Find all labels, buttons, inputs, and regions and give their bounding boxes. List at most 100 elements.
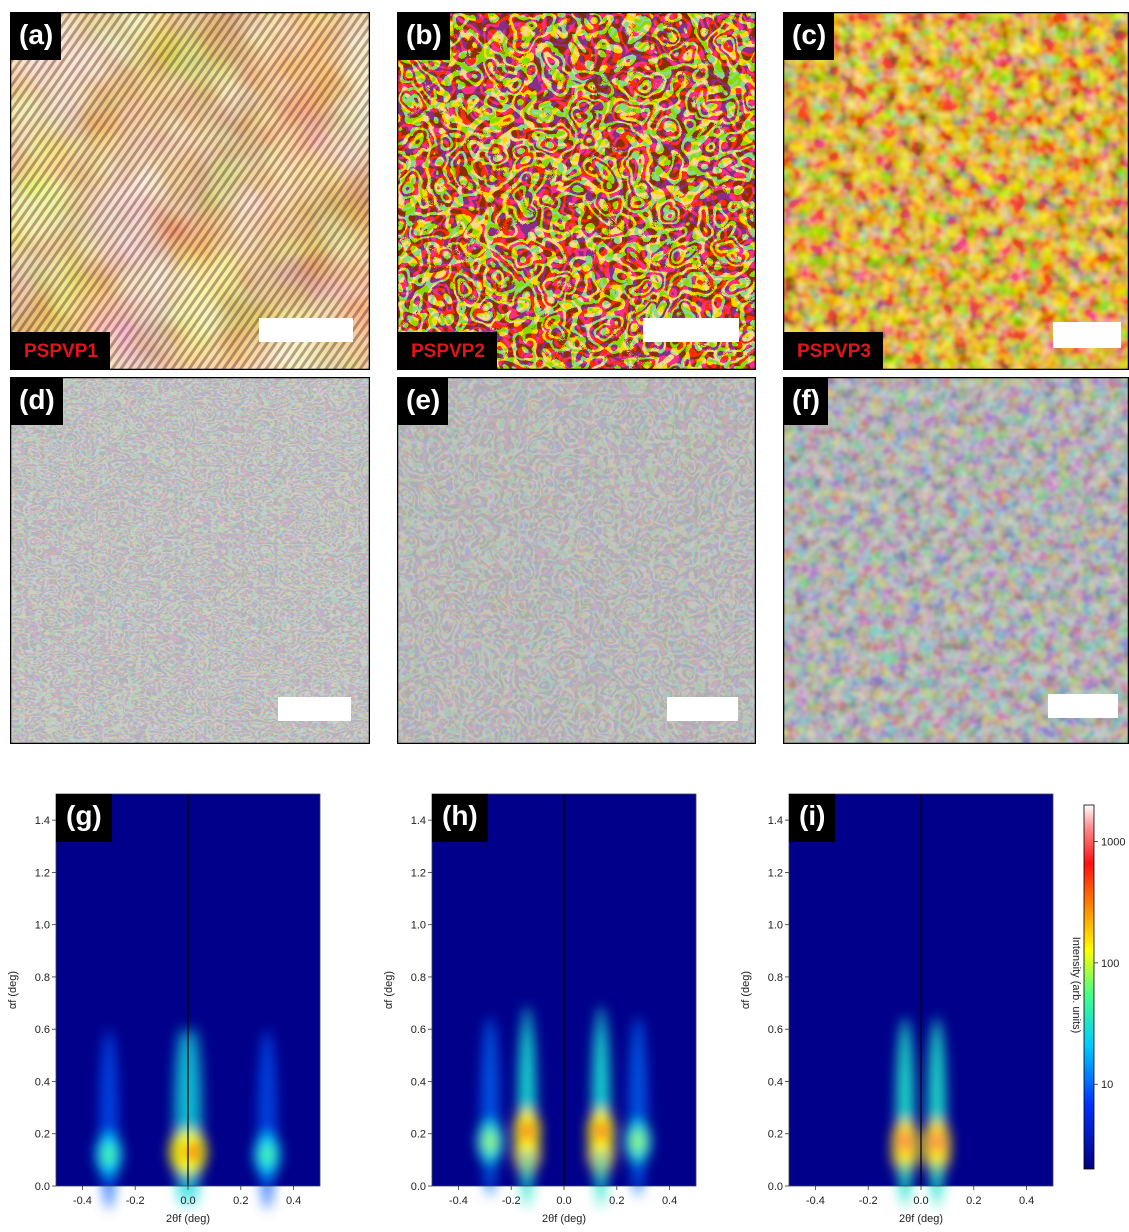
gisaxs-svg-h: 0.0 0.2 0.4 0.6 0.8 1.0 1.2 1.4 -0.4 -0.2 0.0 0.2 0.… [383, 793, 697, 1225]
panel-label-h: (h) [432, 794, 488, 842]
scale-bar-c [1053, 322, 1121, 348]
panel-label-e: (e) [397, 377, 449, 425]
bragg-rod [518, 1006, 537, 1187]
scattering-features [892, 1016, 950, 1208]
scattering-features [477, 1006, 651, 1208]
x-tick-label: 0.2 [609, 1195, 624, 1207]
gisaxs-plot-i: 0.0 0.2 0.4 0.6 0.8 1.0 1.2 1.4 -0.4 -0.2 0.0 0.2 0.… [733, 780, 1073, 1227]
y-tick-label: 0.6 [411, 1024, 426, 1036]
afm-image-c: (c) PSPVP3 [783, 12, 1129, 370]
y-tick-label: 1.4 [411, 815, 426, 827]
y-tick-label: 1.0 [411, 920, 426, 932]
sem-texture-f [783, 377, 1129, 744]
y-tick-label: 0.8 [35, 972, 50, 984]
x-tick-label: -0.4 [73, 1195, 92, 1207]
afm-texture-c [783, 12, 1129, 370]
gisaxs-svg-g: 0.0 0.2 0.4 0.6 0.8 1.0 1.2 1.4 -0.4 -0.2 0.0 0.2 0.… [7, 793, 321, 1225]
y-tick-label: 1.4 [768, 815, 783, 827]
y-tick-label: 0.2 [768, 1129, 783, 1141]
y-tick-label: 1.4 [35, 815, 50, 827]
sem-image-f: (f) [783, 377, 1129, 744]
sample-label-pspvp3: PSPVP3 [783, 332, 883, 370]
gisaxs-plot-g: 0.0 0.2 0.4 0.6 0.8 1.0 1.2 1.4 -0.4 -0.2 0.0 0.2 0.… [0, 780, 340, 1227]
colorbar-label: Intensity (arb. units) [1070, 937, 1082, 1034]
x-tick-label: 0.2 [233, 1195, 248, 1207]
x-axis-label: 2θf (deg) [166, 1213, 210, 1225]
panel-label-g: (g) [56, 794, 112, 842]
y-tick-label: 0.8 [411, 972, 426, 984]
feature-core [899, 1131, 912, 1152]
y-tick-label: 1.2 [411, 867, 426, 879]
x-tick-label: 0.4 [1019, 1195, 1034, 1207]
x-tick-label: 0.2 [966, 1195, 981, 1207]
colorbar-tick-label: 10 [1101, 1079, 1113, 1091]
y-tick-label: 0.0 [35, 1181, 50, 1193]
afm-image-a: (a) PSPVP1 [10, 12, 370, 370]
x-axis-label: 2θf (deg) [899, 1213, 943, 1225]
x-axis-label: 2θf (deg) [542, 1213, 586, 1225]
y-tick-label: 0.4 [35, 1076, 50, 1088]
gisaxs-svg-i: 0.0 0.2 0.4 0.6 0.8 1.0 1.2 1.4 -0.4 -0.2 0.0 0.2 0.… [740, 793, 1054, 1225]
y-tick-label: 1.0 [768, 920, 783, 932]
y-tick-label: 0.0 [768, 1181, 783, 1193]
colorbar-tick-label: 100 [1101, 958, 1119, 970]
panel-label-d: (d) [10, 377, 63, 425]
afm-texture-a [10, 12, 370, 370]
bragg-rod [896, 1016, 915, 1197]
feature-core [930, 1131, 943, 1152]
y-tick-label: 0.6 [768, 1024, 783, 1036]
y-tick-label: 0.8 [768, 972, 783, 984]
feature-core [521, 1121, 534, 1142]
colorbar-tick-label: 1000 [1101, 837, 1125, 849]
bragg-rod [99, 1029, 118, 1210]
y-axis-label: αf (deg) [383, 971, 395, 1009]
x-tick-label: -0.4 [806, 1195, 825, 1207]
panel-label-b: (b) [397, 12, 450, 60]
scale-bar-a [259, 318, 353, 342]
panel-label-c: (c) [783, 12, 835, 60]
scale-bar-b [643, 318, 739, 342]
bragg-rod [628, 1016, 647, 1197]
y-axis-label: αf (deg) [740, 971, 752, 1009]
bragg-rod [927, 1016, 946, 1197]
scale-bar-d [278, 697, 351, 721]
x-tick-label: -0.4 [449, 1195, 468, 1207]
y-tick-label: 1.2 [35, 867, 50, 879]
sample-label-pspvp1: PSPVP1 [10, 332, 110, 370]
sem-image-e: (e) [397, 377, 756, 744]
sem-texture-d [10, 377, 370, 744]
afm-texture-b [397, 12, 756, 370]
x-tick-label: 0.4 [662, 1195, 677, 1207]
sample-label-pspvp2: PSPVP2 [397, 332, 497, 370]
y-tick-label: 0.2 [411, 1129, 426, 1141]
y-tick-label: 0.4 [768, 1076, 783, 1088]
y-tick-label: 1.2 [768, 867, 783, 879]
bragg-rod [184, 1027, 203, 1208]
feature-core [484, 1131, 497, 1152]
sem-image-d: (d) [10, 377, 370, 744]
gisaxs-plot-h: 0.0 0.2 0.4 0.6 0.8 1.0 1.2 1.4 -0.4 -0.2 0.0 0.2 0.… [376, 780, 716, 1227]
colorbar: 1000 100 10 Intensity (arb. units) [1070, 790, 1129, 1180]
x-tick-label: -0.2 [502, 1195, 521, 1207]
y-tick-label: 0.0 [411, 1181, 426, 1193]
y-axis-label: αf (deg) [7, 971, 19, 1009]
panel-label-i: (i) [789, 794, 836, 842]
y-tick-label: 0.6 [35, 1024, 50, 1036]
feature-core [261, 1144, 274, 1165]
afm-image-b: (b) PSPVP2 [397, 12, 756, 370]
x-tick-label: -0.2 [126, 1195, 145, 1207]
colorbar-gradient [1083, 804, 1095, 1170]
x-tick-label: 0.0 [180, 1195, 195, 1207]
y-tick-label: 0.2 [35, 1129, 50, 1141]
bragg-rod [258, 1029, 277, 1210]
feature-core [187, 1142, 200, 1163]
sem-texture-e [397, 377, 756, 744]
scale-bar-f [1048, 694, 1118, 718]
x-tick-label: -0.2 [859, 1195, 878, 1207]
y-tick-label: 0.4 [411, 1076, 426, 1088]
colorbar-svg: 1000 100 10 Intensity (arb. units) [1070, 804, 1125, 1170]
bragg-rod [481, 1016, 500, 1197]
scattering-features [95, 1027, 281, 1210]
x-tick-label: 0.0 [913, 1195, 928, 1207]
x-tick-label: 0.0 [556, 1195, 571, 1207]
